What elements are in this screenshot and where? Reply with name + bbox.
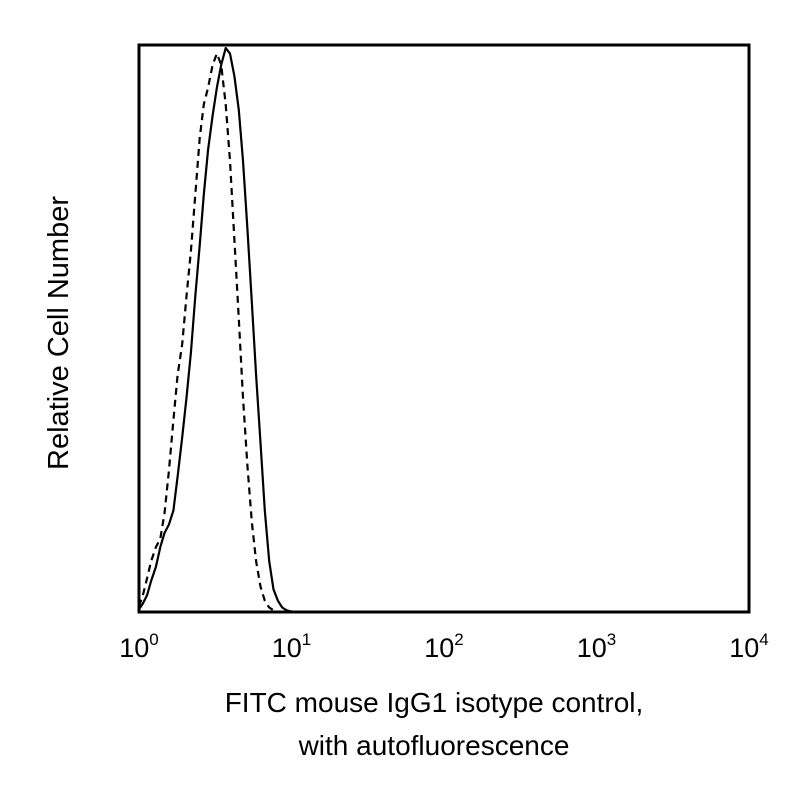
x-tick-label: 104 (729, 630, 769, 663)
plot-frame (137, 43, 751, 614)
histogram-curves (137, 46, 296, 614)
series-line-solid (138, 46, 296, 614)
y-axis-label: Relative Cell Number (43, 196, 75, 470)
x-tick-labels: 100 101 102 103 104 (119, 630, 769, 663)
x-axis-label-line-1: FITC mouse IgG1 isotype control, (225, 687, 644, 718)
x-axis-label-line-2: with autofluorescence (298, 730, 570, 761)
x-tick-label: 102 (424, 630, 464, 663)
x-tick-label: 103 (577, 630, 617, 663)
x-tick-label: 100 (119, 630, 159, 663)
x-tick-label: 101 (272, 630, 312, 663)
series-line-dashed (137, 52, 279, 614)
